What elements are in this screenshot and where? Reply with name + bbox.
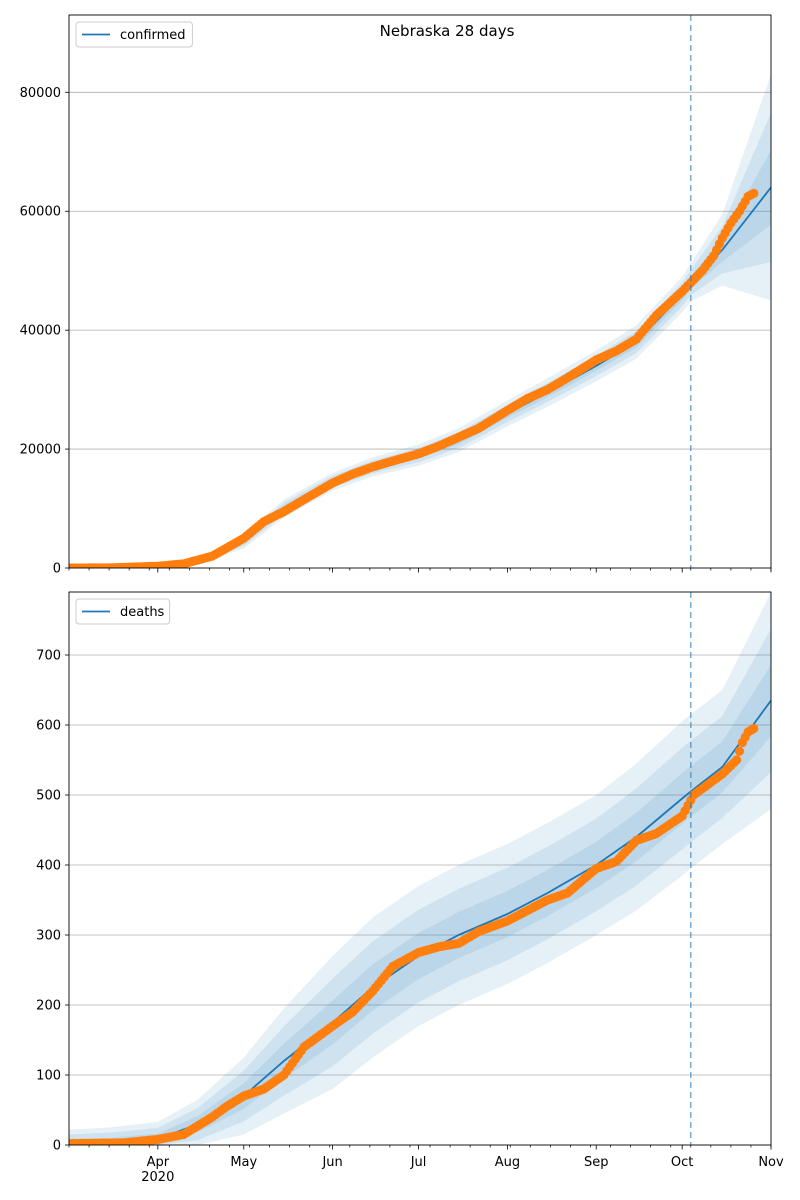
uncertainty-band [69,150,771,568]
y-tick-label: 0 [53,562,61,577]
data-point [732,755,742,765]
x-tick-label: Nov [758,1155,784,1170]
legend-label: confirmed [120,28,186,43]
axes-frame [68,591,772,1146]
y-tick-label: 100 [36,1069,61,1084]
legend-label: deaths [120,605,165,620]
y-tick-label: 80000 [20,86,61,101]
x-tick-label: May [230,1155,257,1170]
axes-frame [68,14,772,569]
legend-box [75,598,171,625]
legend: confirmed [75,21,193,48]
y-tick-label: 200 [36,999,61,1014]
y-tick-label: 0 [53,1139,61,1154]
legend: deaths [75,598,171,625]
y-tick-label: 600 [36,719,61,734]
plot-area [69,592,771,1145]
y-tick-label: 400 [36,859,61,874]
plot-area [69,74,771,568]
y-tick-label: 700 [36,649,61,664]
x-tick-label: Oct [671,1155,693,1170]
x-tick-label: Sep [584,1155,609,1170]
x-tick-label: Jun [321,1155,342,1170]
chart-title: Nebraska 28 days [380,22,515,40]
x-tick-label: Apr [147,1155,170,1170]
data-point [734,746,745,756]
x-tick-label: Jul [410,1155,427,1170]
x-tick-label: Aug [495,1155,520,1170]
y-tick-label: 500 [36,789,61,804]
y-tick-label: 20000 [20,443,61,458]
uncertainty-band [69,592,771,1145]
uncertainty-band [69,112,771,568]
y-tick-label: 40000 [20,324,61,339]
y-tick-label: 300 [36,929,61,944]
legend-box [75,21,193,48]
x-tick-label: 2020 [141,1170,174,1185]
panel-1: 0 20000 40000 60000 80000 confirmed Nebraska 2… [20,14,772,577]
data-point [749,723,759,734]
y-tick-label: 60000 [20,205,61,220]
uncertainty-band [69,628,771,1145]
series-line-confirmed [69,186,771,568]
data-point [749,188,759,198]
